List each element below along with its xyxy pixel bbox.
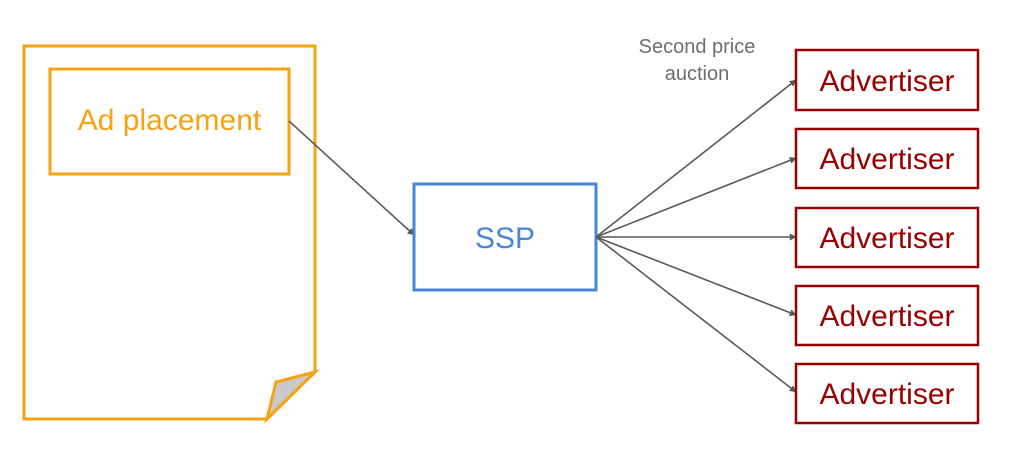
- advertiser-border: [794, 284, 980, 347]
- advertiser-border: [794, 362, 980, 425]
- ssp-label: SSP: [475, 222, 535, 255]
- ad-placement-box: Ad placement: [48, 67, 291, 176]
- web-page-folded-corner: [264, 369, 321, 424]
- auction-annotation: Second price auction: [639, 36, 756, 85]
- advertiser-label: Advertiser: [819, 143, 954, 176]
- ssp-box: SSP: [412, 182, 598, 292]
- auction-note-line1: Second price: [639, 36, 756, 58]
- advertiser-label: Advertiser: [819, 222, 954, 255]
- advertiser-label: Advertiser: [819, 65, 954, 98]
- arrow-ssp-to-advertiser-2: [595, 157, 797, 238]
- advertiser-box-2: Advertiser: [794, 127, 980, 190]
- advertiser-border: [794, 127, 980, 190]
- ad-placement-label: Ad placement: [78, 104, 262, 137]
- advertiser-box-4: Advertiser: [794, 284, 980, 347]
- arrow-ad-to-ssp: [288, 120, 415, 236]
- arrow-ssp-to-advertiser-5: [595, 236, 797, 393]
- advertiser-label: Advertiser: [819, 378, 954, 411]
- auction-note-line2: auction: [665, 63, 730, 85]
- advertiser-border: [794, 206, 980, 269]
- advertiser-label: Advertiser: [819, 300, 954, 333]
- ad-placement-border: [48, 67, 291, 176]
- advertiser-box-5: Advertiser: [794, 362, 980, 425]
- ssp-to-advertiser-arrows: [595, 79, 797, 393]
- advertiser-box-3: Advertiser: [794, 206, 980, 269]
- advertiser-box-1: Advertiser: [794, 48, 980, 112]
- advertiser-border: [794, 48, 980, 112]
- arrow-ssp-to-advertiser-1: [595, 79, 797, 238]
- arrow-ssp-to-advertiser-4: [595, 236, 797, 316]
